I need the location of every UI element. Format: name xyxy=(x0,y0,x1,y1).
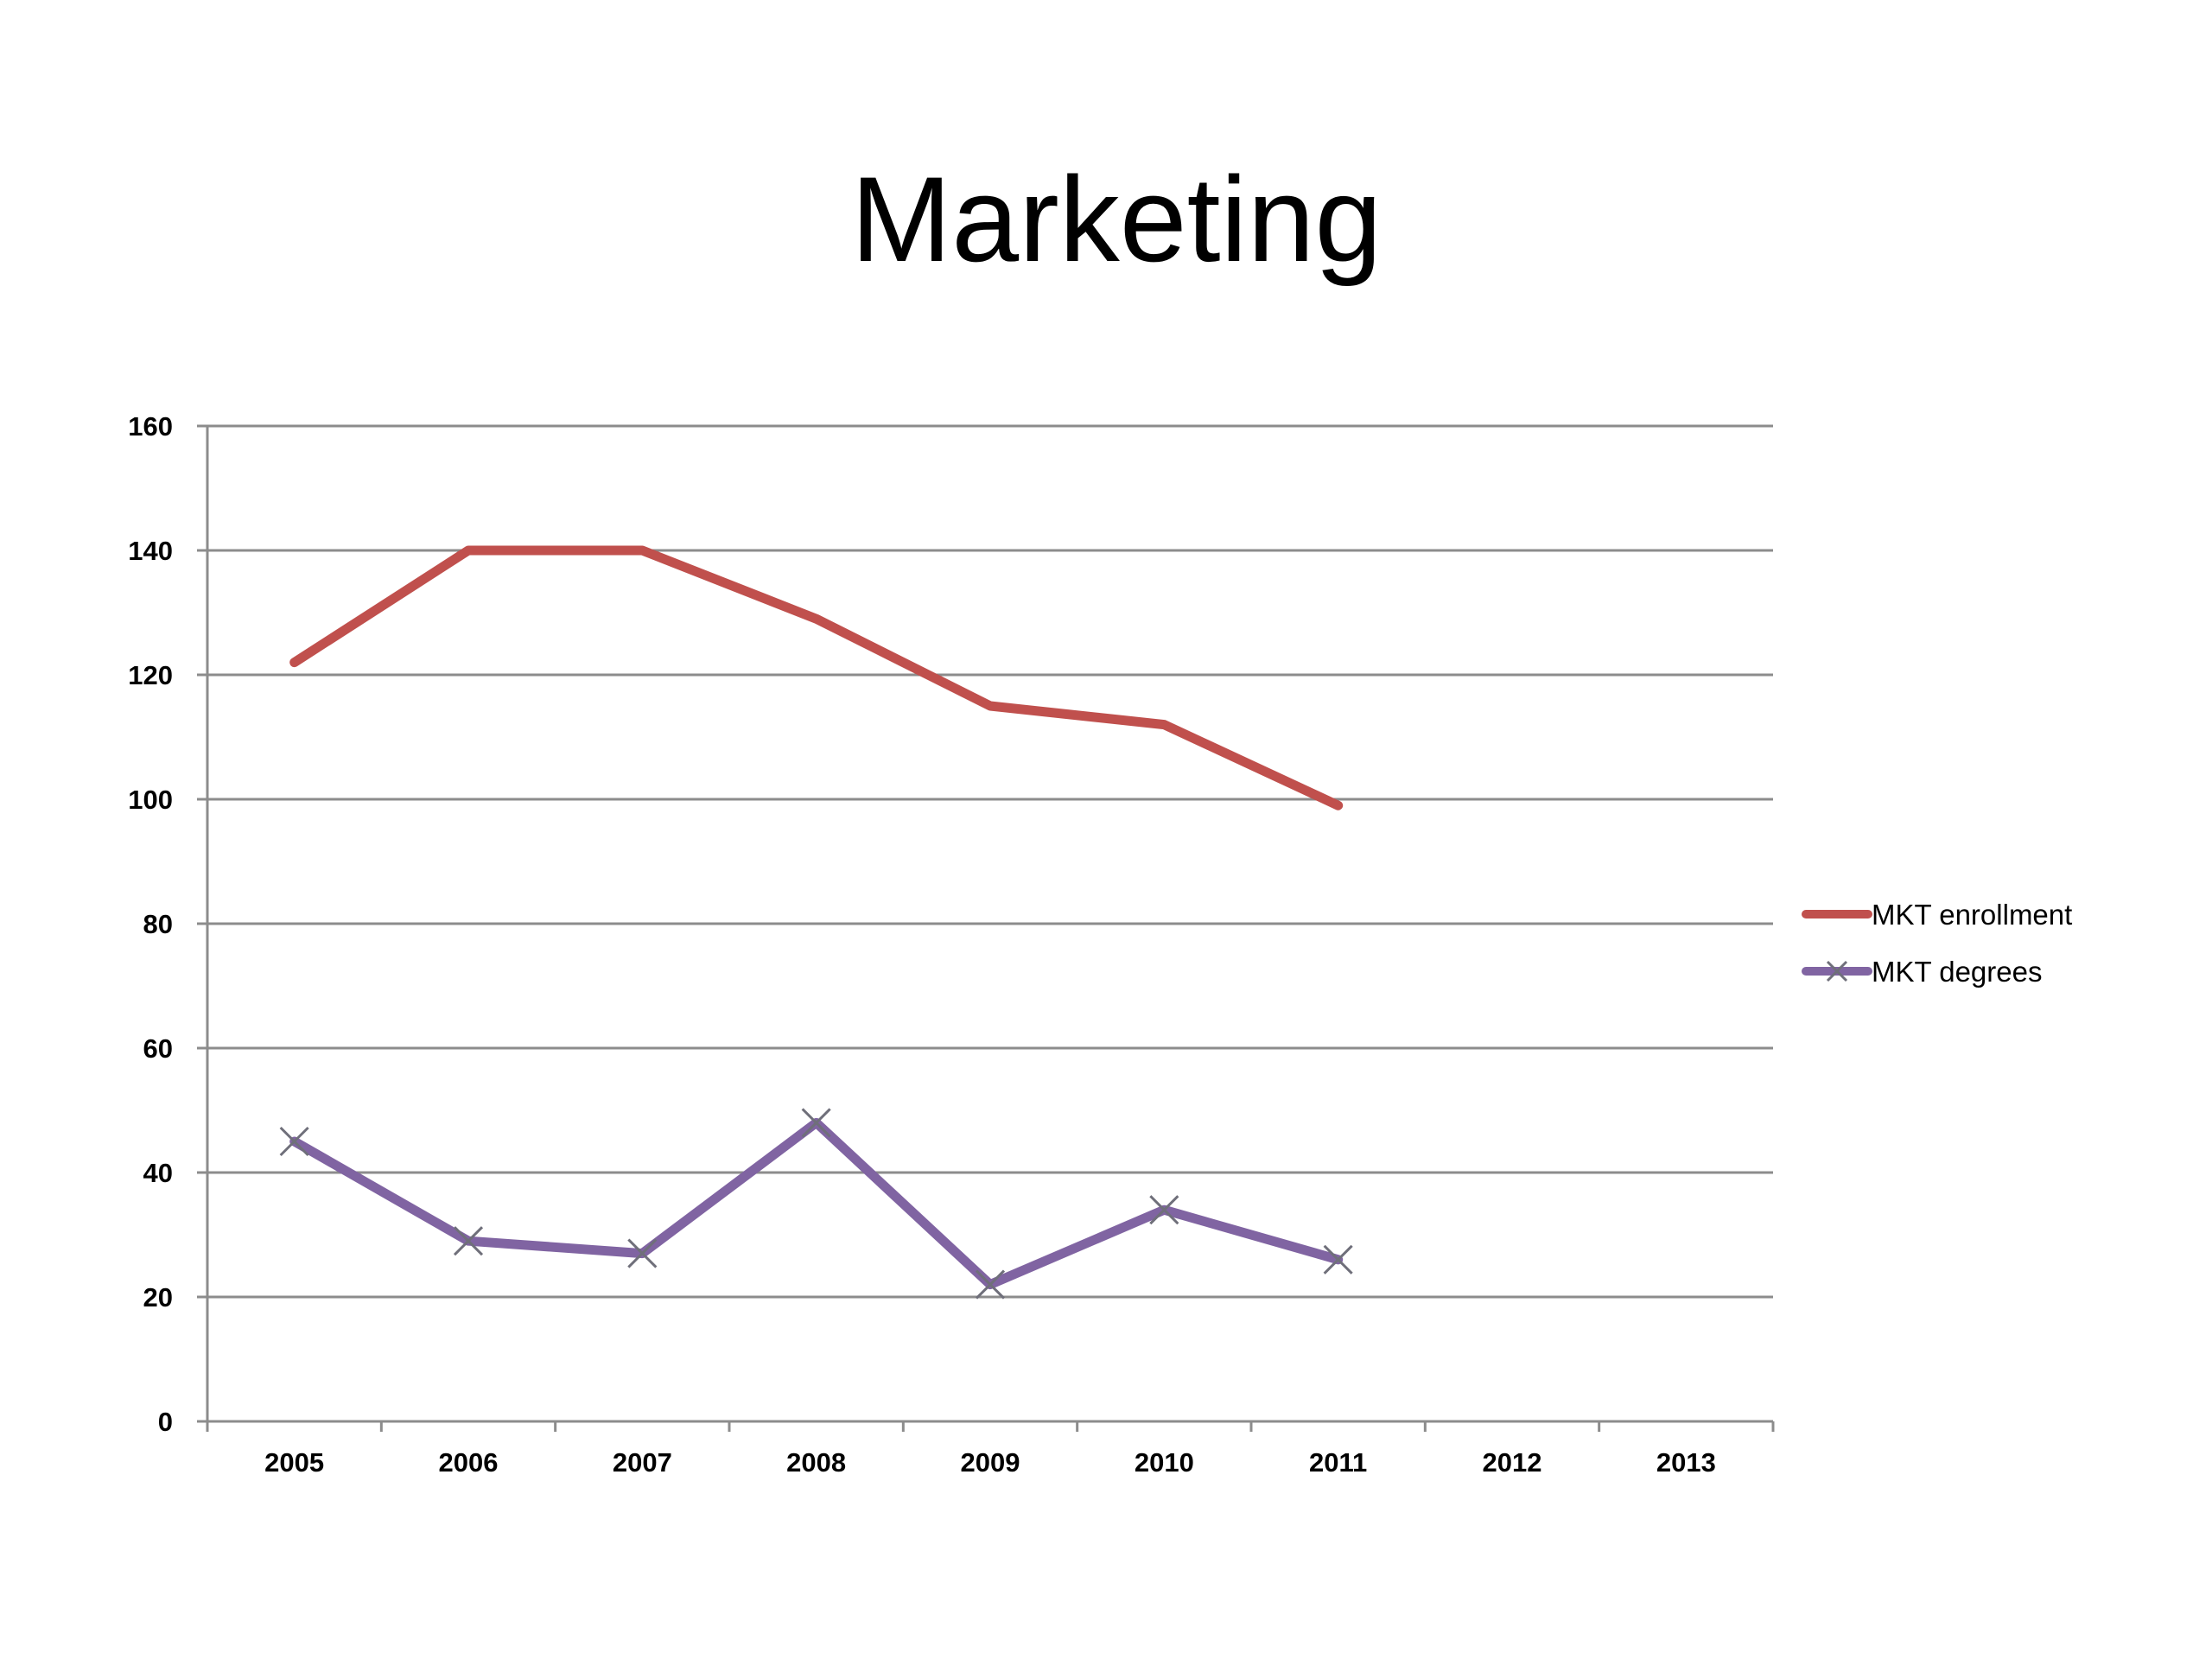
data-point-marker xyxy=(1149,1195,1179,1225)
series-line-1 xyxy=(289,1117,1344,1290)
legend-item: MKT enrollment xyxy=(1802,899,2072,931)
legend-marker-stroke xyxy=(1826,960,1848,982)
y-axis-tick-labels: 0 20 40 60 80 100 120 140 160 xyxy=(128,411,173,1437)
x-tick-label: 2006 xyxy=(439,1447,499,1478)
x-tick-label: 2008 xyxy=(786,1447,846,1478)
y-tick-label: 140 xyxy=(128,536,173,566)
gridlines xyxy=(207,424,1773,1299)
x-tick-label: 2009 xyxy=(961,1447,1020,1478)
data-point-marker xyxy=(279,1126,309,1157)
data-point-marker-stroke xyxy=(453,1226,484,1256)
x-tick-label: 2011 xyxy=(1309,1447,1367,1478)
y-tick-label: 100 xyxy=(128,785,173,815)
x-tick-label: 2013 xyxy=(1656,1447,1716,1478)
data-point-marker xyxy=(1323,1244,1353,1274)
data-point-marker-stroke xyxy=(1323,1244,1353,1274)
data-point-marker xyxy=(801,1108,831,1138)
y-tick-label: 20 xyxy=(143,1282,173,1313)
data-point-marker xyxy=(627,1238,658,1268)
legend: MKT enrollment MKT degrees xyxy=(1802,899,2072,988)
y-tick-label: 0 xyxy=(158,1407,173,1437)
x-axis-tick-labels: 2005 2006 2007 2008 2009 2010 2011 2012 2013 xyxy=(264,1447,1716,1478)
data-point-marker xyxy=(975,1269,1006,1300)
y-tick-label: 60 xyxy=(143,1033,173,1064)
data-point-marker-stroke xyxy=(801,1108,831,1138)
legend-item: MKT degrees xyxy=(1802,956,2042,988)
y-tick-label: 40 xyxy=(143,1158,173,1188)
data-point-marker-stroke xyxy=(279,1126,309,1157)
chart-title: Marketing xyxy=(851,151,1382,287)
legend-label: MKT enrollment xyxy=(1872,899,2072,931)
y-tick-label: 80 xyxy=(143,909,173,939)
x-tick-label: 2005 xyxy=(264,1447,324,1478)
data-point-marker-stroke xyxy=(975,1269,1006,1300)
x-tick-label: 2010 xyxy=(1135,1447,1194,1478)
y-tick-label: 120 xyxy=(128,660,173,690)
legend-label: MKT degrees xyxy=(1872,956,2042,988)
x-tick-label: 2007 xyxy=(613,1447,672,1478)
series-line-0 xyxy=(289,545,1344,810)
data-point-marker-stroke xyxy=(627,1238,658,1268)
y-tick-label: 160 xyxy=(128,411,173,442)
x-tick-label: 2012 xyxy=(1483,1447,1542,1478)
data-point-marker xyxy=(453,1226,484,1256)
axes xyxy=(197,424,1775,1432)
data-point-marker-stroke xyxy=(1149,1195,1179,1225)
series-lines xyxy=(279,545,1353,1300)
